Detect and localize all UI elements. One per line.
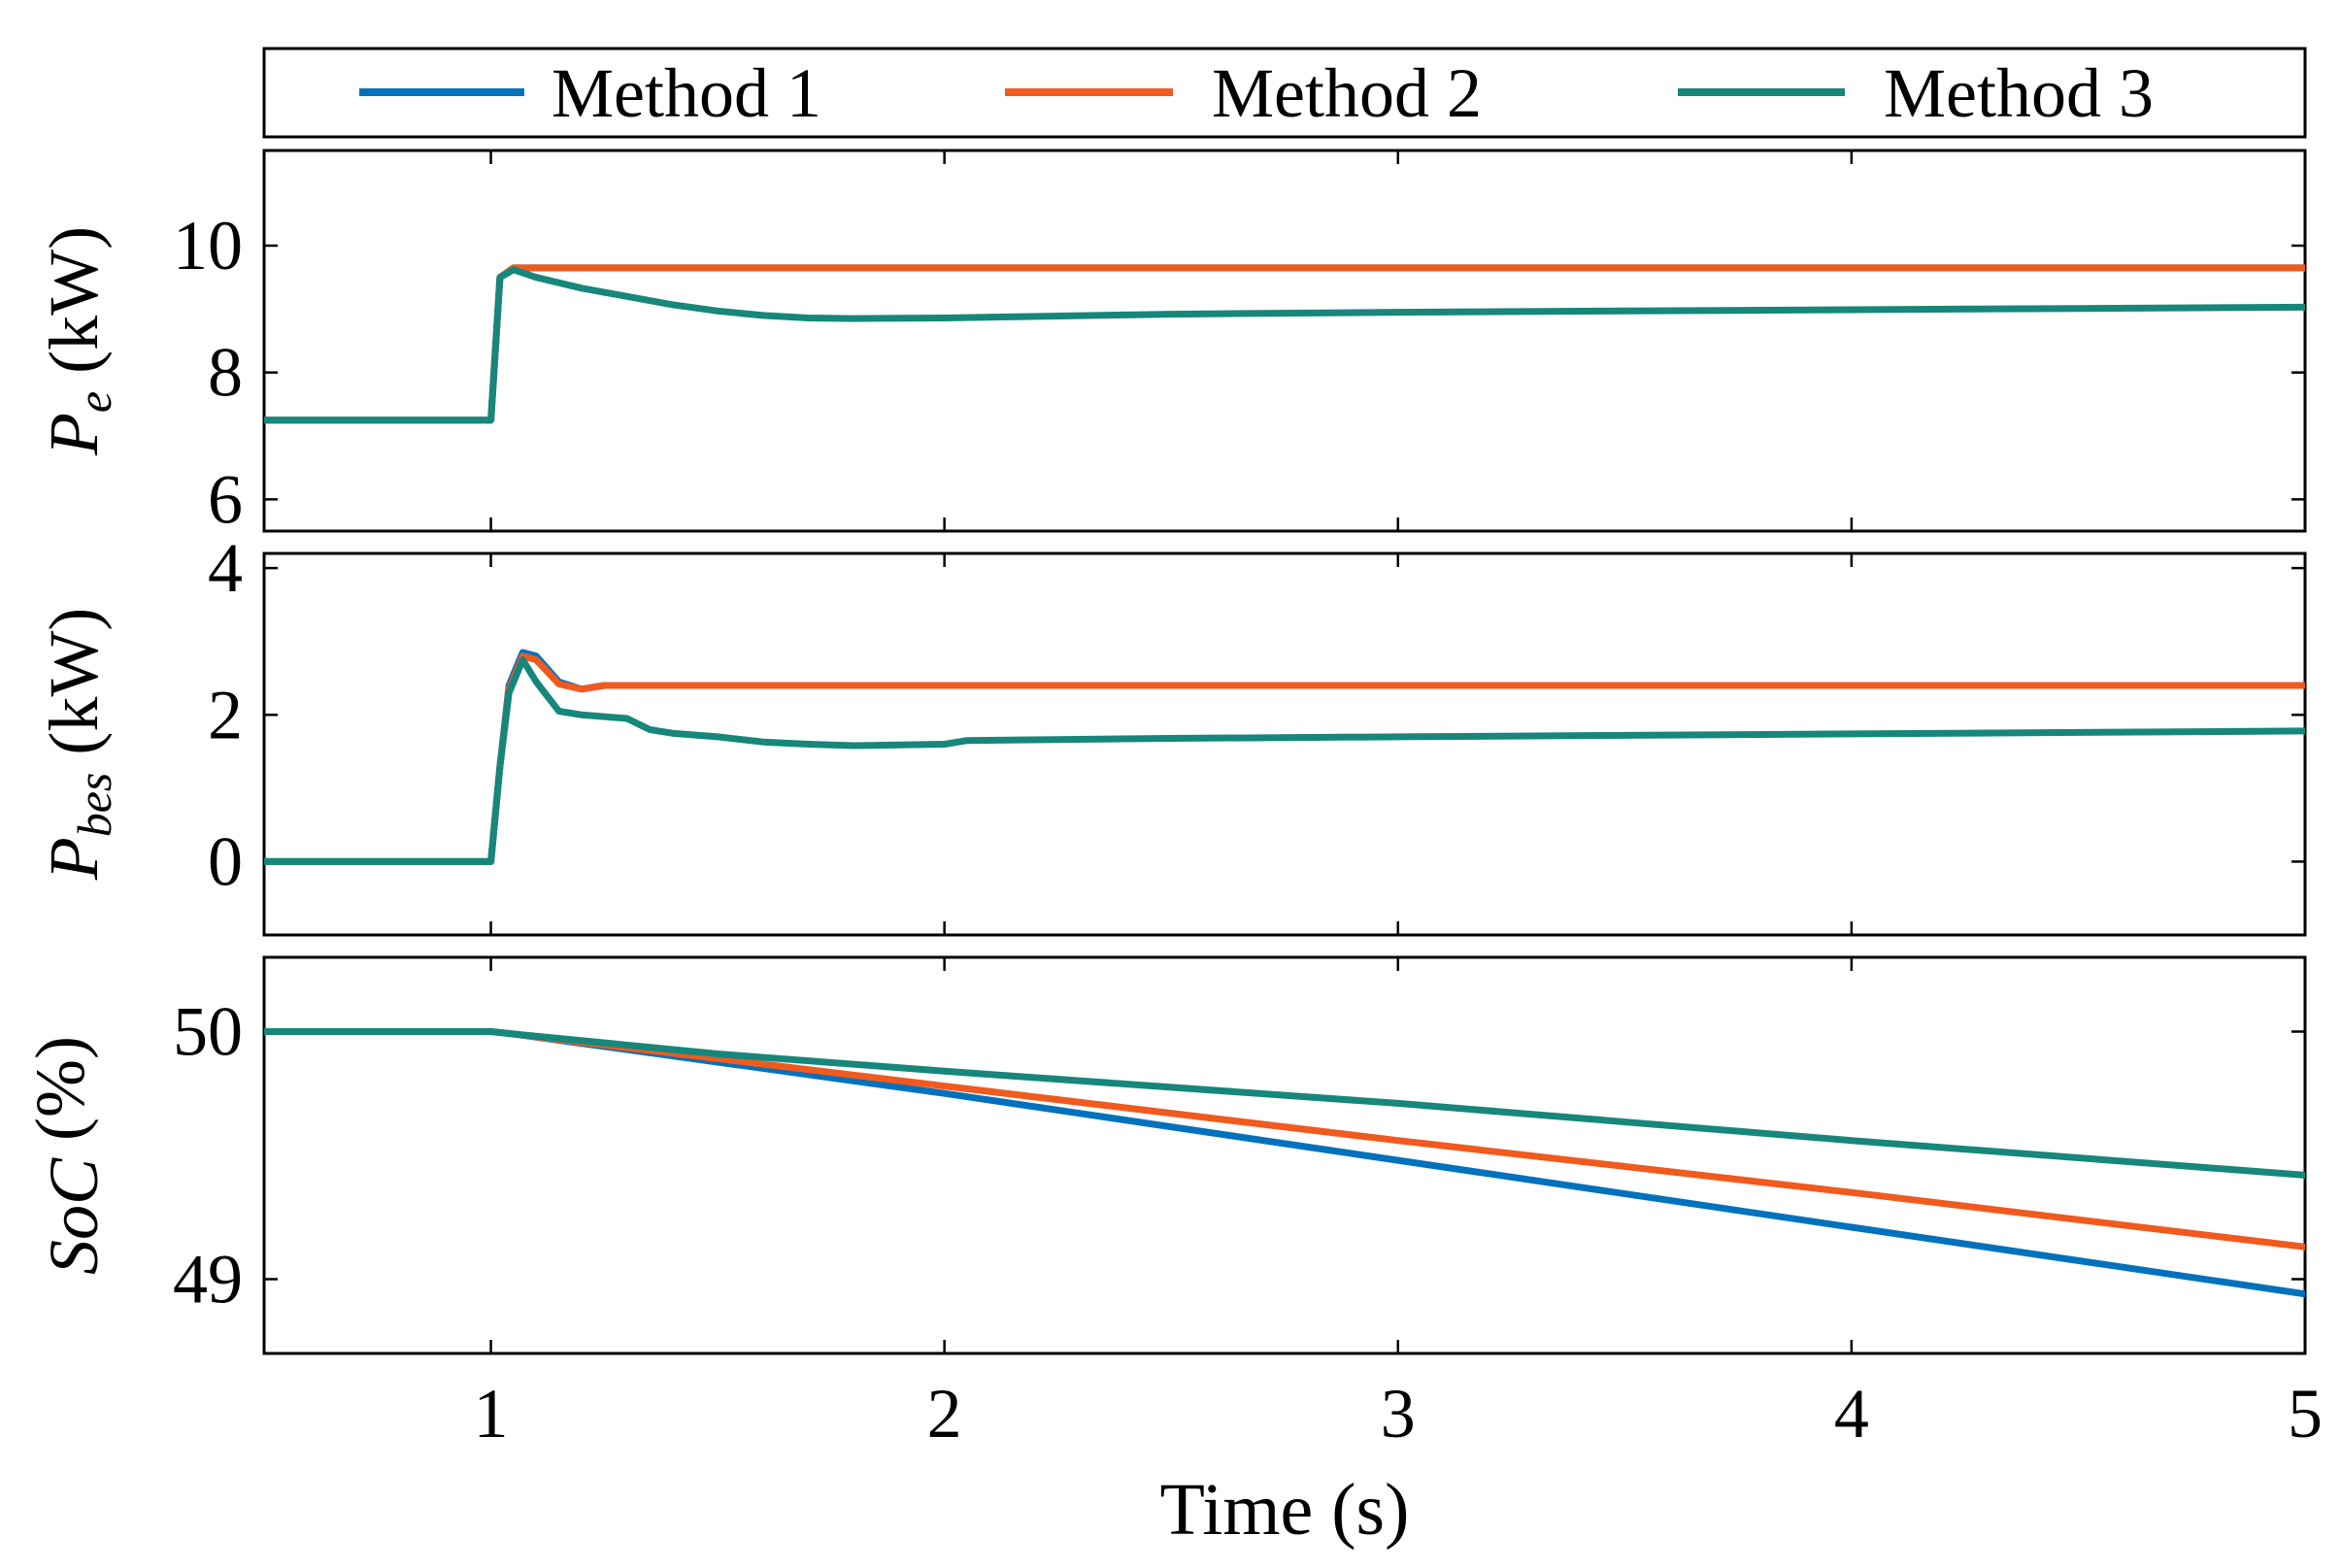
- soc-ytick-label-49: 49: [173, 1241, 243, 1318]
- panel-pe-ylabel: Pe (kW): [35, 226, 121, 456]
- pbes-ytick-label-0: 0: [208, 822, 243, 900]
- panel-soc-ylabel: SoC (%): [21, 1036, 113, 1275]
- panel-pe-frame: [262, 149, 2307, 533]
- panel-pe: Pe (kW) 6 8 10: [35, 149, 2307, 538]
- x-axis: 1 2 3 4 5: [474, 1375, 2323, 1452]
- pe-series-method-2: [264, 264, 2305, 424]
- x-tick-label-3: 3: [1381, 1375, 1416, 1452]
- x-tick-label-4: 4: [1834, 1375, 1869, 1452]
- legend-label-method-2: Method 2: [1212, 54, 1482, 132]
- panel-pbes-ylabel: Pbes (kW): [35, 608, 121, 882]
- soc-series-method-3: [264, 1028, 2305, 1179]
- pbes-ytick-label-4: 4: [208, 529, 243, 607]
- panel-pbes: Pbes (kW) 0 2 4: [35, 529, 2307, 937]
- x-axis-title: Time (s): [1160, 1469, 1410, 1551]
- soc-series-method-1: [264, 1028, 2305, 1298]
- pe-series-method-1: [264, 264, 2305, 424]
- panel-soc-frame: [262, 955, 2307, 1355]
- legend-label-method-3: Method 3: [1884, 54, 2154, 132]
- legend-label-method-1: Method 1: [552, 54, 821, 132]
- x-tick-label-5: 5: [2288, 1375, 2323, 1452]
- pbes-ytick-label-2: 2: [208, 676, 243, 753]
- legend-box: [262, 47, 2307, 139]
- pe-ytick-label-8: 8: [208, 334, 243, 412]
- x-tick-label-1: 1: [474, 1375, 509, 1452]
- soc-ytick-label-50: 50: [173, 993, 243, 1071]
- pe-ytick-label-6: 6: [208, 460, 243, 538]
- panel-soc: SoC (%) 49 50: [21, 955, 2307, 1355]
- pbes-series-method-2: [264, 652, 2305, 865]
- panel-pbes-frame: [262, 551, 2307, 937]
- soc-series-method-2: [264, 1028, 2305, 1251]
- pe-series-method-3: [264, 266, 2305, 424]
- legend: Method 1 Method 2 Method 3: [262, 47, 2307, 139]
- x-tick-label-2: 2: [927, 1375, 962, 1452]
- pbes-series-method-3: [264, 656, 2305, 865]
- pe-ytick-label-10: 10: [173, 207, 243, 284]
